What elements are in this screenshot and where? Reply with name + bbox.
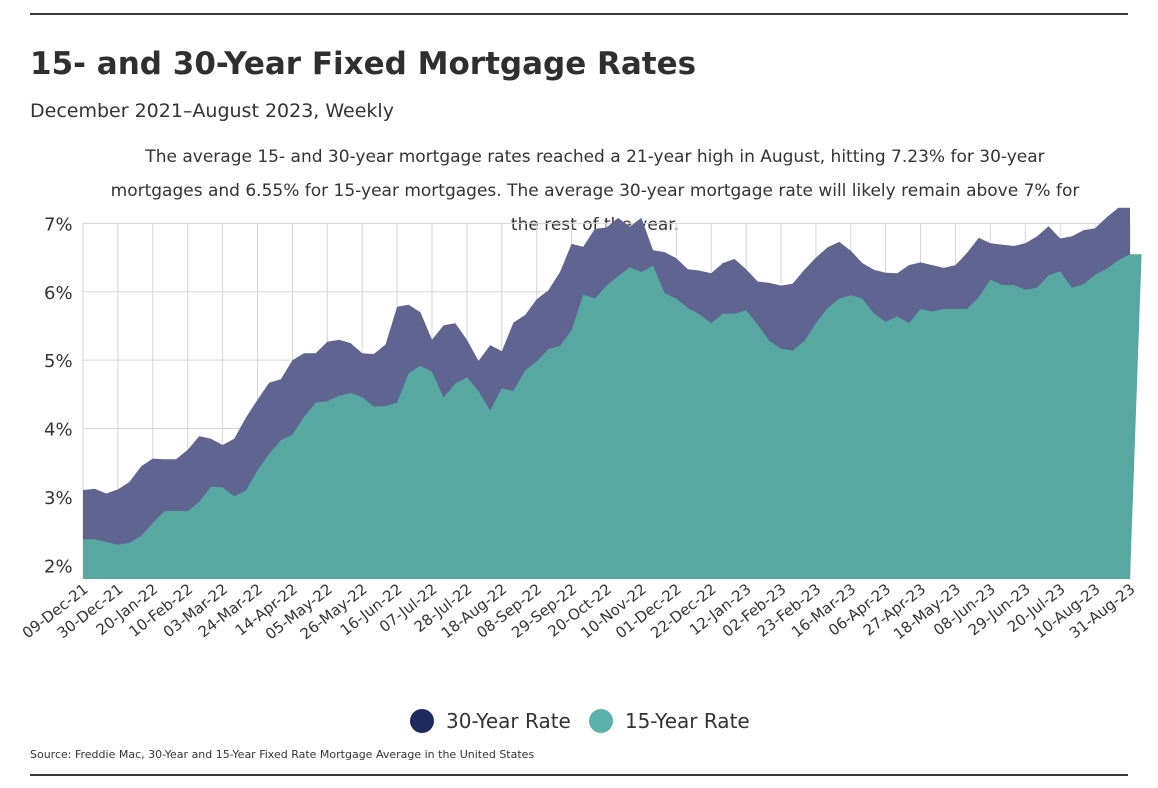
y-tick-label: 4% <box>44 420 73 441</box>
chart-title: 15- and 30-Year Fixed Mortgage Rates <box>30 46 697 82</box>
chart-subtitle: December 2021–August 2023, Weekly <box>30 100 394 122</box>
legend-item-15-year: 15-Year Rate <box>588 709 750 733</box>
legend-label-15-year: 15-Year Rate <box>624 709 750 733</box>
legend-item-30-year: 30-Year Rate <box>410 709 571 733</box>
legend-label-30-year: 30-Year Rate <box>446 709 571 733</box>
chart-area: 2%3%4%5%6%7%09-Dec-2130-Dec-2120-Jan-221… <box>19 207 1142 643</box>
y-tick-label: 7% <box>44 214 73 235</box>
legend: 30-Year Rate 15-Year Rate <box>410 709 768 733</box>
source-note: Source: Freddie Mac, 30-Year and 15-Year… <box>30 748 535 761</box>
y-tick-label: 3% <box>44 488 73 509</box>
bottom-rule <box>30 774 1128 776</box>
legend-swatch-15-year <box>588 709 613 733</box>
legend-swatch-30-year <box>410 709 434 733</box>
series-15-year-area <box>83 254 1142 579</box>
y-tick-label: 6% <box>44 283 73 304</box>
y-tick-label: 2% <box>44 556 73 577</box>
top-rule <box>30 13 1128 15</box>
y-tick-label: 5% <box>44 351 73 372</box>
